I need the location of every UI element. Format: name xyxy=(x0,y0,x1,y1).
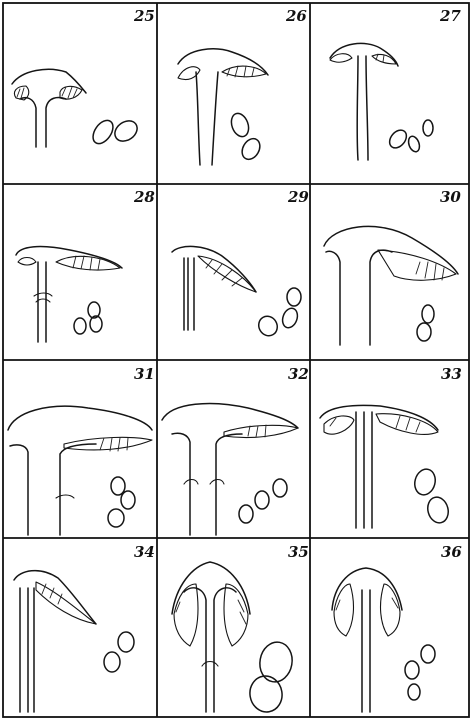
mushroom-section-30 xyxy=(323,225,459,346)
panel-number-25: 25 xyxy=(133,7,155,25)
panel-number-36: 36 xyxy=(441,543,462,561)
panel-number-27: 27 xyxy=(439,7,461,25)
mushroom-section-36 xyxy=(331,567,436,713)
mushroom-section-25 xyxy=(11,68,138,148)
mushroom-section-33 xyxy=(319,404,449,529)
panel-number-35: 35 xyxy=(288,543,309,561)
mushroom-section-31 xyxy=(7,405,153,536)
panel-number-30: 30 xyxy=(440,188,461,206)
panel-number-29: 29 xyxy=(287,188,309,206)
mushroom-section-27 xyxy=(329,42,434,161)
mushroom-section-34 xyxy=(13,569,135,713)
panel-number-32: 32 xyxy=(288,365,309,383)
panel-number-28: 28 xyxy=(133,188,155,206)
panel-number-34: 34 xyxy=(134,543,155,561)
mushroom-section-32 xyxy=(161,402,299,536)
panel-number-26: 26 xyxy=(285,7,307,25)
panel-number-31: 31 xyxy=(134,365,155,383)
mushroom-section-29 xyxy=(171,245,302,337)
mushroom-section-26 xyxy=(177,48,269,166)
mushroom-section-28 xyxy=(15,245,123,343)
panel-number-33: 33 xyxy=(441,365,462,383)
mushroom-section-35 xyxy=(171,561,293,713)
